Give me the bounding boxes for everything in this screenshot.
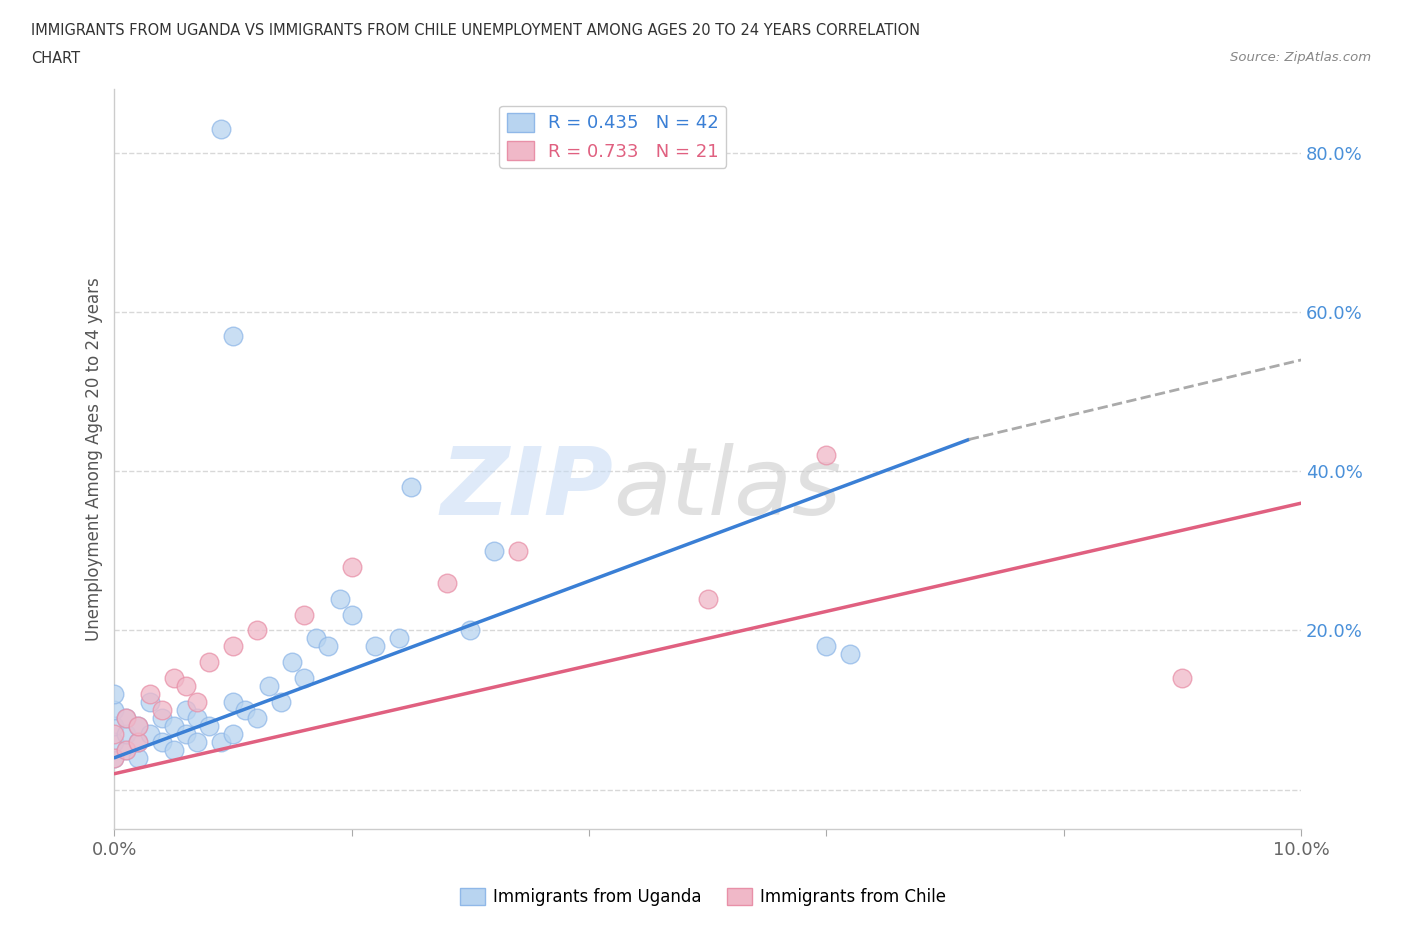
Point — [436, 576, 458, 591]
Point — [399, 480, 422, 495]
Point — [246, 623, 269, 638]
Point — [222, 726, 245, 741]
Point — [246, 711, 269, 725]
Point — [388, 631, 411, 645]
Point — [292, 607, 315, 622]
Point — [316, 639, 339, 654]
Point — [139, 686, 162, 701]
Point — [150, 735, 173, 750]
Point — [186, 735, 208, 750]
Point — [127, 735, 149, 750]
Point — [340, 607, 363, 622]
Point — [115, 742, 138, 757]
Point — [222, 328, 245, 343]
Point — [1171, 671, 1194, 685]
Y-axis label: Unemployment Among Ages 20 to 24 years: Unemployment Among Ages 20 to 24 years — [86, 277, 103, 642]
Point — [139, 695, 162, 710]
Point — [115, 726, 138, 741]
Point — [506, 543, 529, 558]
Point — [292, 671, 315, 685]
Point — [233, 702, 256, 717]
Point — [115, 742, 138, 757]
Text: CHART: CHART — [31, 51, 80, 66]
Text: Source: ZipAtlas.com: Source: ZipAtlas.com — [1230, 51, 1371, 64]
Point — [163, 671, 186, 685]
Text: ZIP: ZIP — [440, 443, 613, 535]
Point — [815, 448, 838, 463]
Point — [270, 695, 292, 710]
Point — [127, 719, 149, 734]
Point — [103, 719, 125, 734]
Point — [364, 639, 387, 654]
Point — [127, 735, 149, 750]
Point — [198, 655, 221, 670]
Point — [127, 751, 149, 765]
Legend: Immigrants from Uganda, Immigrants from Chile: Immigrants from Uganda, Immigrants from … — [453, 881, 953, 912]
Point — [150, 711, 173, 725]
Point — [329, 591, 352, 606]
Point — [103, 735, 125, 750]
Point — [305, 631, 328, 645]
Point — [115, 711, 138, 725]
Point — [115, 711, 138, 725]
Point — [103, 726, 125, 741]
Point — [103, 751, 125, 765]
Text: atlas: atlas — [613, 444, 841, 535]
Point — [460, 623, 482, 638]
Point — [209, 735, 232, 750]
Point — [198, 719, 221, 734]
Point — [209, 122, 232, 137]
Point — [103, 702, 125, 717]
Point — [174, 679, 197, 694]
Point — [174, 726, 197, 741]
Point — [257, 679, 280, 694]
Text: IMMIGRANTS FROM UGANDA VS IMMIGRANTS FROM CHILE UNEMPLOYMENT AMONG AGES 20 TO 24: IMMIGRANTS FROM UGANDA VS IMMIGRANTS FRO… — [31, 23, 920, 38]
Point — [103, 686, 125, 701]
Point — [839, 647, 862, 662]
Point — [127, 719, 149, 734]
Point — [186, 711, 208, 725]
Point — [163, 719, 186, 734]
Point — [815, 639, 838, 654]
Point — [696, 591, 718, 606]
Point — [482, 543, 505, 558]
Point — [222, 639, 245, 654]
Legend: R = 0.435   N = 42, R = 0.733   N = 21: R = 0.435 N = 42, R = 0.733 N = 21 — [499, 106, 727, 168]
Point — [103, 751, 125, 765]
Point — [174, 702, 197, 717]
Point — [163, 742, 186, 757]
Point — [150, 702, 173, 717]
Point — [186, 695, 208, 710]
Point — [281, 655, 304, 670]
Point — [340, 559, 363, 574]
Point — [222, 695, 245, 710]
Point — [139, 726, 162, 741]
